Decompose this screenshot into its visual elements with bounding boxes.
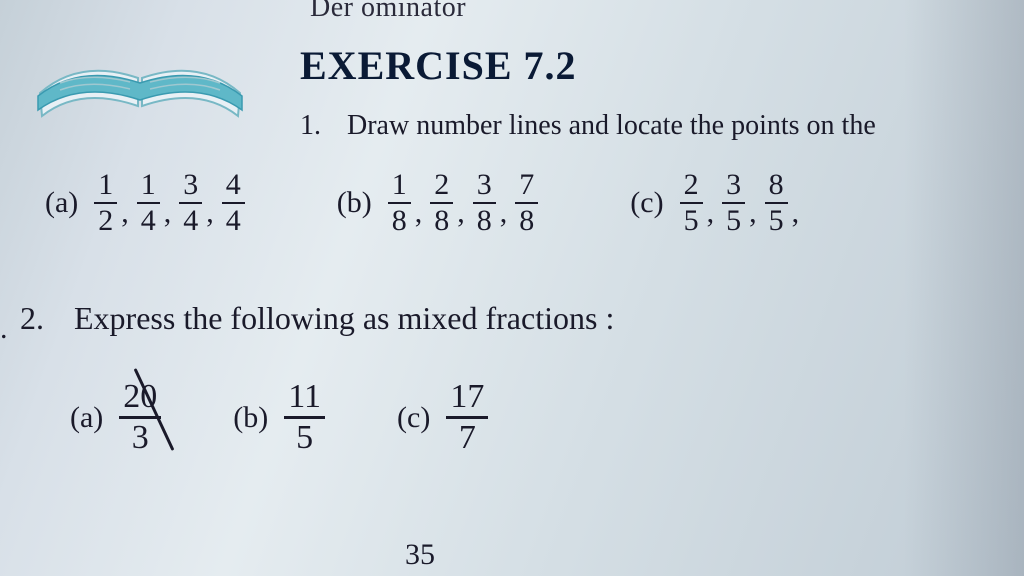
question-2: 2. Express the following as mixed fracti… xyxy=(20,300,614,337)
option-label: (a) xyxy=(70,401,103,435)
fraction: 203 xyxy=(119,380,161,455)
comma: , xyxy=(206,196,214,236)
comma: , xyxy=(500,196,508,236)
comma: , xyxy=(415,196,423,236)
option-label: (c) xyxy=(630,186,663,220)
fraction: 85 xyxy=(765,170,788,236)
question-1-text: Draw number lines and locate the points … xyxy=(347,110,876,141)
comma: , xyxy=(707,196,715,236)
fraction: 25 xyxy=(680,170,703,236)
option-label: (b) xyxy=(233,401,268,435)
question-1: 1. Draw number lines and locate the poin… xyxy=(300,110,876,142)
comma: , xyxy=(749,196,757,236)
struck-fraction: 203 xyxy=(117,380,163,455)
fraction: 78 xyxy=(515,170,538,236)
q2-option-a: (a) 203 xyxy=(70,380,163,455)
question-1-number: 1. xyxy=(300,110,340,142)
fraction: 14 xyxy=(137,170,160,236)
q1-option-b: (b) 18, 28, 38, 78 xyxy=(337,170,540,236)
fraction: 44 xyxy=(222,170,245,236)
fraction: 115 xyxy=(284,380,325,455)
partial-page-number: 35 xyxy=(405,538,435,572)
comma: , xyxy=(164,196,172,236)
question-2-text: Express the following as mixed fractions… xyxy=(74,300,614,336)
fraction: 28 xyxy=(430,170,453,236)
option-label: (c) xyxy=(397,401,430,435)
comma: , xyxy=(457,196,465,236)
question-2-number: 2. xyxy=(20,300,66,337)
exercise-heading: EXERCISE 7.2 xyxy=(300,42,577,89)
page-curve-shadow xyxy=(904,0,1024,576)
option-label: (a) xyxy=(45,186,78,220)
fraction: 34 xyxy=(179,170,202,236)
comma: , xyxy=(121,196,129,236)
fraction: 12 xyxy=(94,170,117,236)
q1-option-a: (a) 12, 14, 34, 44 xyxy=(45,170,247,236)
q1-option-c: (c) 25, 35, 85, xyxy=(630,170,805,236)
open-book-icon xyxy=(20,38,260,128)
question-1-options: (a) 12, 14, 34, 44 (b) 18, 28, 38, 78 (c… xyxy=(45,170,805,236)
q2-dot-prefix: . xyxy=(0,312,8,346)
q2-option-c: (c) 177 xyxy=(397,380,490,455)
fraction: 38 xyxy=(473,170,496,236)
option-label: (b) xyxy=(337,186,372,220)
comma: , xyxy=(792,196,800,236)
q2-option-b: (b) 115 xyxy=(233,380,327,455)
fraction: 18 xyxy=(388,170,411,236)
textbook-page: Der ominator EXERCISE 7.2 1. Draw number… xyxy=(0,0,1024,576)
fraction: 177 xyxy=(446,380,488,455)
fraction: 35 xyxy=(722,170,745,236)
question-2-options: (a) 203 (b) 115 (c) 177 xyxy=(70,380,490,455)
partial-header-word: Der ominator xyxy=(310,0,466,24)
